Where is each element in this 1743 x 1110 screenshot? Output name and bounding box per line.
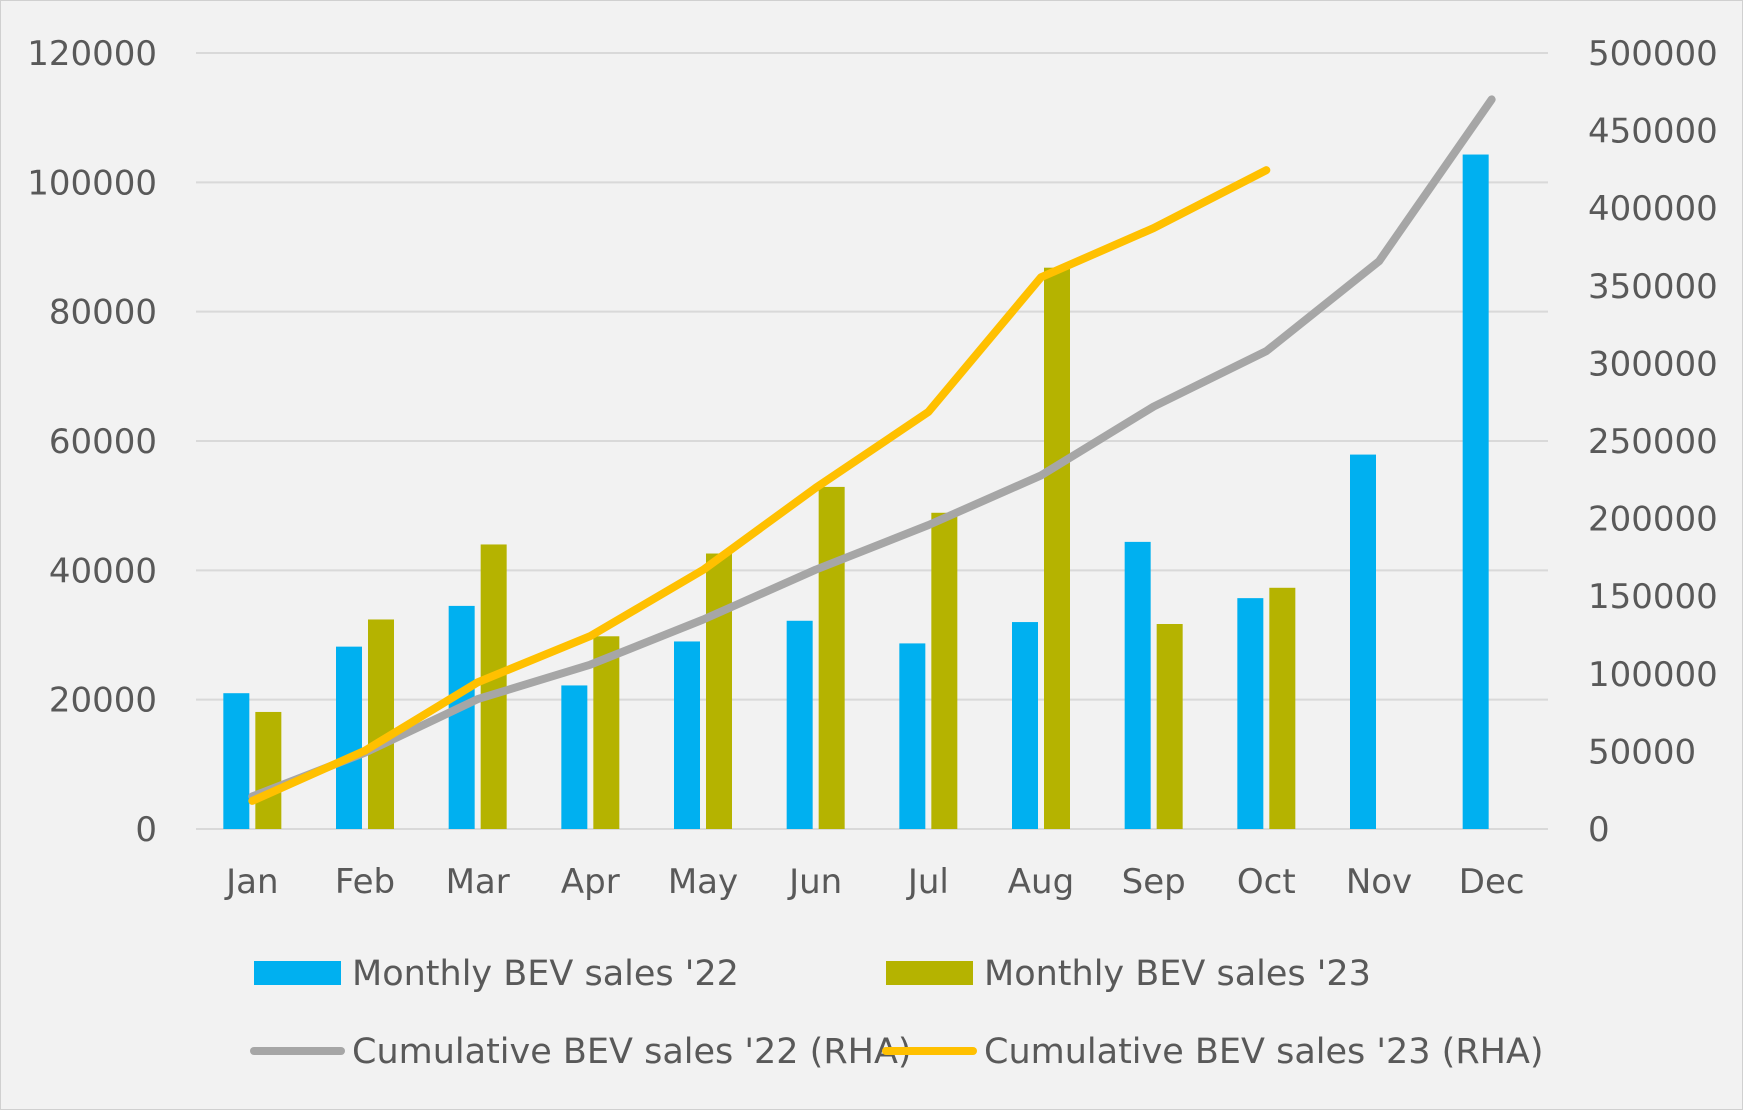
x-tick-label: Jul: [906, 862, 949, 902]
legend-item: Monthly BEV sales '22: [254, 954, 739, 994]
bar-22-jan: [223, 693, 250, 829]
bar-23-jun: [818, 486, 845, 829]
y-left-tick-label: 60000: [49, 422, 157, 462]
x-tick-label: Mar: [446, 862, 510, 902]
bar-22-sep: [1124, 541, 1151, 829]
legend-label: Cumulative BEV sales '23 (RHA): [984, 1032, 1544, 1072]
y-left-tick-label: 120000: [27, 34, 157, 74]
gridlines: [196, 52, 1548, 830]
x-tick-label: May: [668, 862, 738, 902]
bar-23-jan: [255, 711, 282, 829]
y-right-tick-label: 250000: [1588, 422, 1718, 462]
bar-23-aug: [1044, 267, 1070, 829]
legend-item: Cumulative BEV sales '22 (RHA): [250, 1032, 912, 1072]
bar-23-feb: [368, 619, 394, 829]
bar-23-mar: [480, 544, 507, 829]
bars: [223, 154, 1489, 829]
y-left-tick-label: 40000: [49, 551, 157, 591]
y-left-tick-label: 80000: [49, 293, 157, 333]
bar-22-apr: [561, 685, 588, 829]
y-right-tick-label: 150000: [1588, 577, 1718, 617]
x-tick-label: Apr: [561, 862, 620, 902]
bar-22-oct: [1237, 598, 1264, 829]
x-tick-label: Dec: [1459, 862, 1525, 902]
legend-swatch: [886, 961, 973, 985]
legend-label: Monthly BEV sales '22: [352, 954, 739, 994]
x-tick-label: Jan: [224, 862, 278, 902]
y-right-tick-label: 300000: [1588, 344, 1718, 384]
legend-swatch: [254, 961, 341, 985]
x-tick-label: Nov: [1346, 862, 1412, 902]
y-right-tick-label: 350000: [1588, 267, 1718, 307]
y-right-tick-label: 100000: [1588, 655, 1718, 695]
y-right-tick-label: 500000: [1588, 34, 1718, 74]
y-left-tick-label: 100000: [27, 163, 157, 203]
y-left-tick-label: 0: [135, 810, 157, 850]
bar-22-feb: [336, 646, 362, 829]
bar-22-may: [674, 641, 700, 829]
legend-item: Cumulative BEV sales '23 (RHA): [882, 1032, 1544, 1072]
bar-22-dec: [1462, 154, 1489, 829]
y-right-tick-label: 450000: [1588, 112, 1718, 152]
axis-labels: 0 20000 40000 60000 80000 100000 120000 0 50000 1…: [27, 34, 1718, 902]
y-right-tick-label: 400000: [1588, 189, 1718, 229]
x-tick-label: Feb: [335, 862, 395, 902]
x-tick-label: Oct: [1237, 862, 1296, 902]
bar-22-mar: [448, 605, 475, 829]
bar-23-may: [706, 553, 732, 829]
x-tick-label: Sep: [1122, 862, 1186, 902]
bar-23-apr: [593, 636, 620, 829]
bar-22-nov: [1350, 454, 1376, 829]
bar-22-aug: [1012, 622, 1038, 829]
bar-23-sep: [1156, 624, 1183, 829]
y-left-tick-label: 20000: [49, 681, 157, 721]
cumulative-22-line: [248, 95, 1496, 801]
x-tick-label: Jun: [787, 862, 842, 902]
y-right-tick-label: 50000: [1588, 732, 1696, 772]
y-right-tick-label: 0: [1588, 810, 1610, 850]
cumulative-23-line: [248, 166, 1271, 805]
lines: [248, 95, 1496, 805]
bar-23-oct: [1269, 587, 1296, 829]
x-tick-label: Aug: [1008, 862, 1074, 902]
bar-23-jul: [931, 512, 958, 829]
bar-22-jul: [899, 643, 926, 829]
legend-label: Cumulative BEV sales '22 (RHA): [352, 1032, 912, 1072]
legend-label: Monthly BEV sales '23: [984, 954, 1371, 994]
y-right-tick-label: 200000: [1588, 500, 1718, 540]
bar-22-jun: [786, 620, 813, 829]
legend-item: Monthly BEV sales '23: [886, 954, 1371, 994]
legend: Monthly BEV sales '22 Monthly BEV sales '…: [250, 954, 1544, 1072]
